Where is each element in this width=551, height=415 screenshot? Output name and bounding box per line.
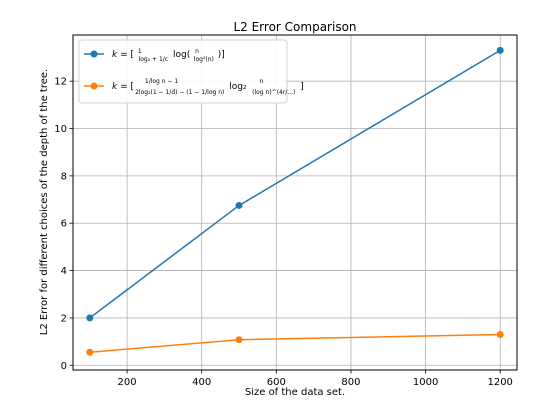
series-1-point <box>496 46 504 54</box>
legend-entry-series-1: k = [ 1 log₂ + 1/c log( n log²(n) )] <box>84 46 225 64</box>
y-tick-label: 12 <box>54 77 67 88</box>
series-1-point <box>235 201 243 209</box>
legend-marker-series-1 <box>90 50 98 58</box>
series-2-point <box>235 336 243 344</box>
x-tick-label: 1000 <box>413 377 438 388</box>
tick-layer: 200 400 600 800 1000 1200 0 2 4 6 8 10 12 <box>54 77 513 388</box>
legend-marker-series-2 <box>90 82 98 90</box>
y-tick-label: 10 <box>54 124 67 135</box>
legend-label-series-2: k = [ 1/log n − 1 2log₂(1 − 1/d) − (1 − … <box>112 76 304 97</box>
x-axis-label: Size of the data set. <box>245 387 345 398</box>
plot-frame <box>72 34 518 371</box>
series-2-point <box>86 348 94 356</box>
y-tick-label: 6 <box>61 219 67 230</box>
series-layer <box>86 46 504 356</box>
x-tick-label: 800 <box>341 377 360 388</box>
y-tick-label: 2 <box>61 313 67 324</box>
y-tick-label: 8 <box>61 171 67 182</box>
x-tick-label: 400 <box>192 377 211 388</box>
series-2-line <box>89 333 501 353</box>
legend-box <box>78 39 288 104</box>
x-tick-label: 1200 <box>487 377 512 388</box>
y-tick-label: 4 <box>61 266 67 277</box>
series-2-point <box>496 330 504 338</box>
legend-label-series-1: k = [ 1 log₂ + 1/c log( n log²(n) )] <box>112 46 225 64</box>
x-tick-label: 200 <box>118 377 137 388</box>
chart-title: L2 Error Comparison <box>233 20 356 34</box>
legend-entry-series-2: k = [ 1/log n − 1 2log₂(1 − 1/d) − (1 − … <box>84 76 304 97</box>
y-tick-label: 0 <box>61 361 67 372</box>
x-tick-label: 600 <box>267 377 286 388</box>
y-axis-label: L2 Error for different choices of the de… <box>39 69 50 335</box>
series-1-point <box>86 314 94 322</box>
legend: k = [ 1 log₂ + 1/c log( n log²(n) )] k =… <box>78 39 304 104</box>
